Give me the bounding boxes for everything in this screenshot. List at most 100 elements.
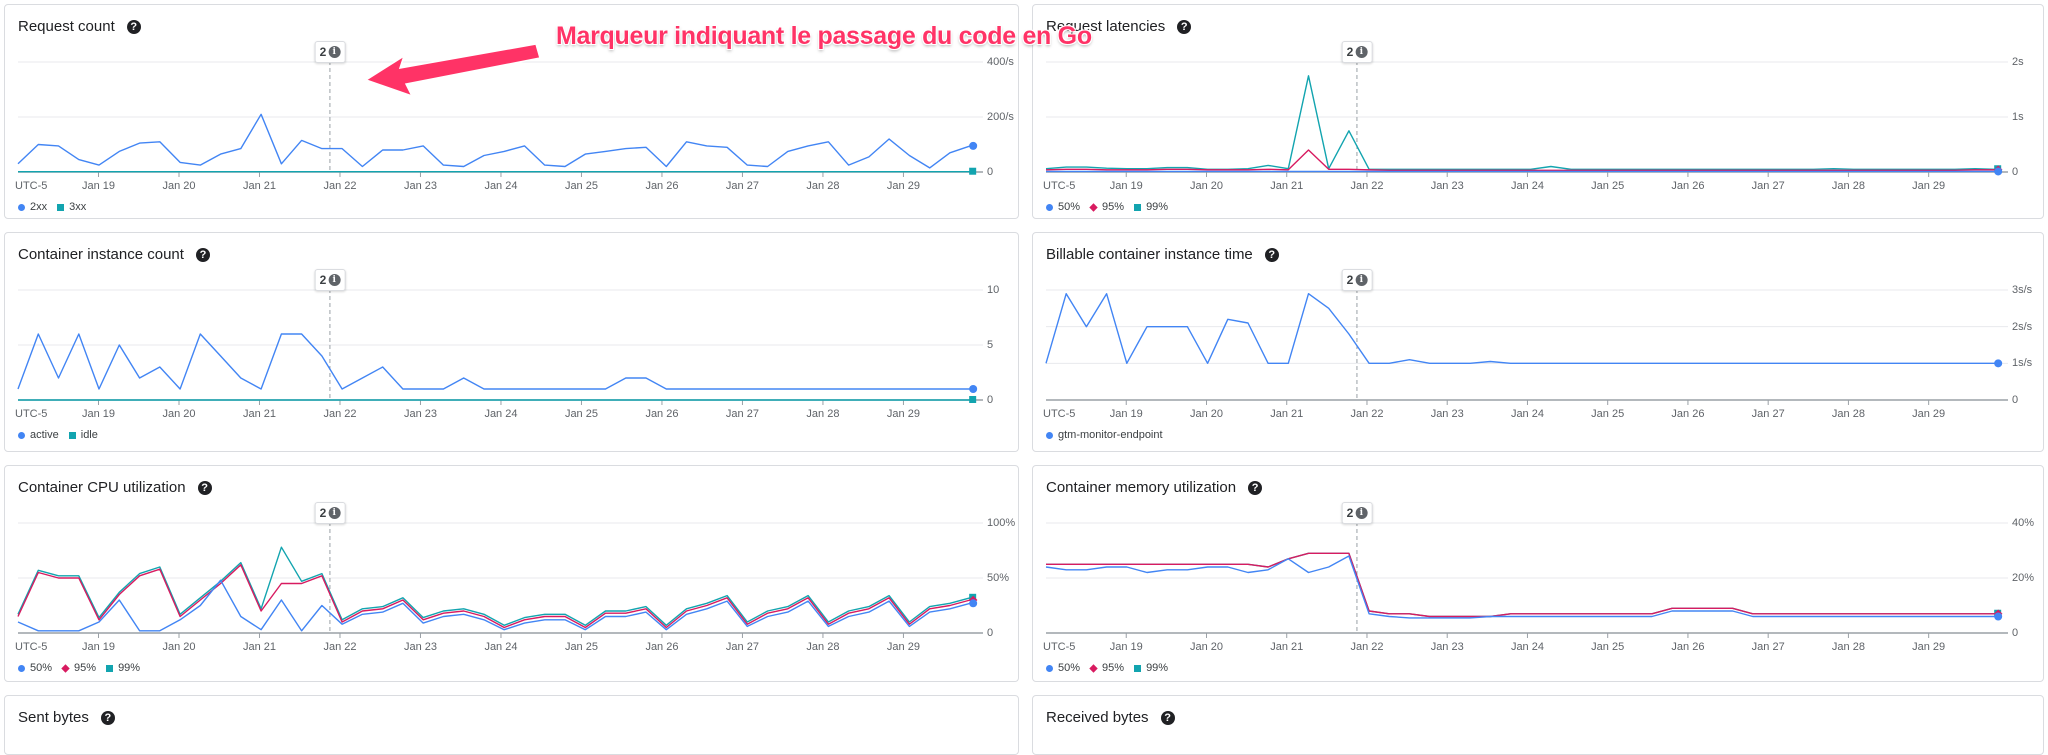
x-tick-label: Jan 23: [403, 180, 437, 192]
square-icon: [106, 664, 114, 672]
x-tick-label: Jan 25: [564, 641, 598, 653]
legend-label: 50%: [30, 662, 53, 674]
chart-panel: Container memory utilization? 0 20% 40% UTC-…: [1032, 465, 2044, 682]
legend-item[interactable]: 50%: [1046, 662, 1080, 674]
legend-item[interactable]: 50%: [18, 662, 52, 674]
legend-label: 95%: [1102, 662, 1125, 674]
legend-item[interactable]: 95%: [61, 662, 97, 674]
x-tick-label: Jan 26: [1671, 408, 1705, 420]
x-tick-label: Jan 21: [1270, 641, 1304, 653]
square-icon: [1134, 664, 1142, 672]
legend-label: 95%: [74, 662, 97, 674]
legend-item[interactable]: 99%: [106, 662, 140, 674]
help-icon[interactable]: ?: [1248, 480, 1263, 495]
x-tick-label: Jan 23: [403, 408, 437, 420]
marker-count: 2: [1346, 506, 1354, 520]
chart-panel: Billable container instance time? 0 1s/s 2s…: [1032, 232, 2044, 452]
chart-panel: Received bytes?: [1032, 695, 2044, 755]
x-tick-label: Jan 25: [1591, 180, 1625, 192]
square-icon: [1134, 203, 1142, 211]
legend-item[interactable]: 2xx: [18, 201, 47, 213]
chart-legend: gtm-monitor-endpoint: [1046, 429, 1163, 441]
x-tick-label: Jan 25: [1591, 408, 1625, 420]
help-icon[interactable]: ?: [100, 710, 115, 725]
series-end-square: [969, 167, 977, 175]
marker-count: 2: [319, 273, 327, 287]
marker-count: 2: [319, 45, 327, 59]
x-tick-label: Jan 24: [484, 180, 518, 192]
y-tick-label: 5: [987, 339, 994, 351]
x-tick-label: Jan 19: [1109, 641, 1143, 653]
legend-item[interactable]: 99%: [1134, 662, 1168, 674]
circle-icon: [1046, 664, 1053, 672]
help-icon[interactable]: ?: [1160, 710, 1175, 725]
y-tick-label: 2s/s: [2012, 320, 2033, 333]
help-icon[interactable]: ?: [197, 480, 212, 495]
chart-title-text: Request latencies: [1046, 18, 1166, 35]
chart-plot: [17, 289, 983, 405]
x-tick-label: Jan 28: [1831, 180, 1865, 192]
legend-label: 99%: [118, 662, 141, 674]
chart-title: Billable container instance time?: [1046, 246, 1279, 263]
chart-legend: 2xx 3xx: [18, 201, 86, 213]
timezone-label: UTC-5: [15, 408, 48, 420]
series-line-95-: [17, 564, 971, 629]
help-icon[interactable]: ?: [195, 247, 210, 262]
help-icon[interactable]: ?: [1264, 247, 1279, 262]
legend-item[interactable]: active: [18, 429, 59, 441]
annotation-text: Marqueur indiquant le passage du code en…: [556, 22, 1092, 50]
chart-title-text: Sent bytes: [18, 709, 89, 726]
x-tick-label: Jan 22: [323, 180, 357, 192]
x-tick-label: Jan 24: [1510, 408, 1544, 420]
x-tick-label: Jan 19: [81, 180, 115, 192]
series-line-active: [17, 333, 971, 390]
x-tick-label: Jan 28: [1831, 408, 1865, 420]
circle-icon: [18, 431, 25, 439]
legend-label: gtm-monitor-endpoint: [1058, 429, 1163, 441]
chart-panel: Request latencies? 0 1s 2s UTC-5 Jan 19 Jan 20…: [1032, 4, 2044, 219]
legend-item[interactable]: 95%: [1089, 201, 1124, 213]
x-tick-label: Jan 20: [1189, 641, 1223, 653]
legend-item[interactable]: gtm-monitor-endpoint: [1046, 429, 1163, 441]
legend-item[interactable]: 95%: [1089, 662, 1125, 674]
x-tick-label: Jan 22: [323, 641, 357, 653]
help-icon[interactable]: ?: [126, 19, 141, 34]
x-tick-label: Jan 28: [806, 408, 840, 420]
x-tick-label: Jan 25: [564, 408, 598, 420]
series-line-50-: [17, 579, 971, 632]
circle-icon: [18, 664, 25, 672]
x-tick-label: Jan 19: [81, 408, 115, 420]
chart-title-text: Container instance count: [18, 246, 184, 263]
chart-title-text: Container memory utilization: [1046, 479, 1237, 496]
chart-plot: [1045, 61, 2008, 177]
x-tick-label: Jan 22: [1350, 180, 1384, 192]
y-tick-label: 0: [987, 627, 994, 639]
x-tick-label: Jan 29: [886, 408, 920, 420]
x-tick-label: Jan 21: [1270, 180, 1304, 192]
x-tick-label: Jan 24: [484, 641, 518, 653]
chart-title: Container CPU utilization?: [18, 479, 212, 496]
x-tick-label: Jan 23: [1430, 641, 1464, 653]
series-end-dot: [1994, 359, 2003, 368]
y-tick-label: 0: [987, 166, 994, 178]
y-tick-label: 400/s: [987, 56, 1014, 68]
legend-item[interactable]: 99%: [1134, 201, 1168, 213]
legend-label: 2xx: [30, 201, 48, 213]
marker-count: 2: [1346, 273, 1354, 287]
series-end-dot: [1994, 612, 2003, 621]
series-end-dot: [1994, 167, 2003, 176]
legend-item[interactable]: 3xx: [57, 201, 86, 213]
help-icon[interactable]: ?: [1177, 19, 1192, 34]
legend-item[interactable]: idle: [68, 429, 98, 441]
x-tick-label: Jan 27: [1751, 408, 1785, 420]
x-tick-label: Jan 20: [162, 180, 196, 192]
chart-title-text: Request count: [18, 18, 115, 35]
legend-item[interactable]: 50%: [1046, 201, 1080, 213]
chart-title-text: Container CPU utilization: [18, 479, 186, 496]
